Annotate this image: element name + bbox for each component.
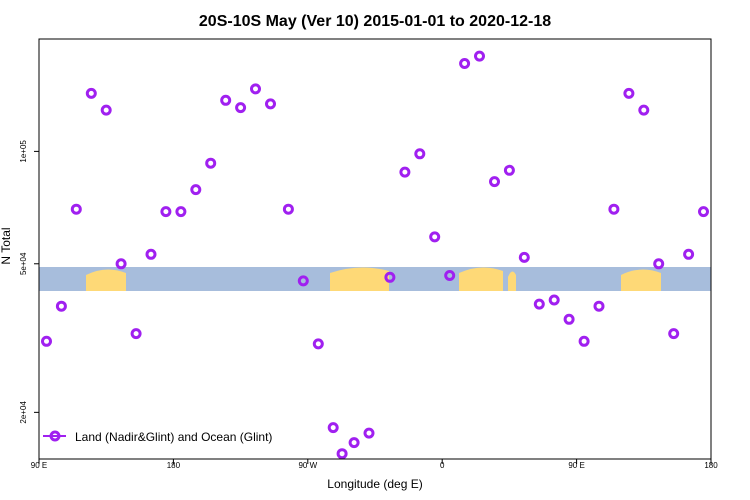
x-axis-label: Longitude (deg E) (327, 477, 422, 491)
data-point (474, 50, 485, 62)
land-madagascar (508, 271, 516, 291)
data-point (100, 104, 112, 116)
data-point (115, 258, 127, 270)
data-point (205, 157, 217, 169)
data-point (327, 422, 339, 434)
data-point (683, 248, 695, 260)
data-point (563, 313, 575, 325)
data-point (698, 206, 709, 218)
data-point (444, 270, 456, 281)
data-point (533, 298, 545, 310)
data-point (250, 83, 261, 95)
data-point (363, 427, 375, 439)
plot-frame (38, 38, 712, 460)
data-point (312, 338, 324, 350)
legend-marker (49, 430, 61, 442)
data-point (653, 258, 665, 270)
data-points (41, 50, 709, 460)
data-point (623, 87, 635, 99)
x-axis: 90 E 180 90 W 0 90 E 180 (31, 459, 718, 470)
data-point (55, 300, 67, 312)
data-point (130, 328, 142, 340)
data-point (235, 102, 247, 114)
legend: Land (Nadir&Glint) and Ocean (Glint) (43, 430, 272, 444)
data-point (399, 166, 411, 178)
y-tick-label: 5e+04 (19, 252, 28, 275)
data-point (160, 206, 172, 218)
data-point (175, 206, 187, 218)
legend-label: Land (Nadir&Glint) and Ocean (Glint) (75, 430, 272, 444)
x-tick-label: 180 (704, 461, 718, 470)
surface-band (39, 267, 711, 291)
data-point (608, 203, 620, 215)
x-tick-label: 180 (167, 461, 181, 470)
data-point (578, 335, 590, 347)
y-tick-label: 2e+04 (19, 401, 28, 424)
data-point (668, 328, 680, 340)
land-australia (86, 269, 126, 291)
data-point (593, 300, 605, 312)
data-point (459, 58, 471, 69)
data-point (41, 335, 52, 347)
data-point (548, 294, 560, 306)
x-tick-label: 90 W (298, 461, 317, 470)
x-tick-label: 90 E (568, 461, 584, 470)
data-point (190, 184, 202, 196)
land-south-america (330, 267, 389, 291)
data-point (336, 448, 348, 460)
data-point (414, 148, 426, 160)
y-axis-label: N Total (0, 227, 13, 264)
data-point (489, 176, 500, 188)
y-axis: 2e+04 5e+04 1e+05 (19, 140, 39, 424)
x-tick-label: 90 E (31, 461, 47, 470)
data-point (503, 164, 515, 176)
land-australia-repeat (621, 269, 661, 291)
data-point (265, 98, 276, 110)
data-point (429, 231, 441, 243)
land-africa (459, 267, 503, 291)
data-point (85, 87, 97, 99)
data-point (384, 271, 396, 283)
y-tick-label: 1e+05 (19, 140, 28, 163)
data-point (282, 203, 294, 215)
data-point (220, 94, 232, 106)
data-point (638, 104, 650, 116)
data-point (70, 203, 82, 215)
data-point (518, 251, 530, 263)
chart-title: 20S-10S May (Ver 10) 2015-01-01 to 2020-… (199, 13, 551, 30)
data-point (348, 437, 360, 449)
data-point (145, 248, 157, 260)
x-tick-label: 0 (440, 461, 445, 470)
data-point (297, 275, 309, 287)
